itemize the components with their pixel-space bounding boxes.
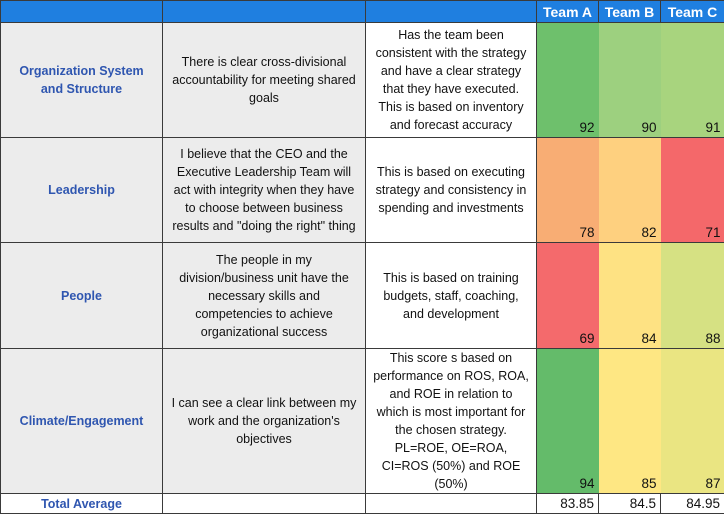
table-row: Leadership I believe that the CEO and th… [1,138,724,243]
score-cell-team-a[interactable]: 78 [537,138,599,243]
table-row: People The people in my division/busines… [1,243,724,349]
statement-cell[interactable]: I believe that the CEO and the Executive… [163,138,366,243]
score-cell-team-c[interactable]: 88 [661,243,724,349]
header-empty-category [1,1,163,23]
table-row: Organization System and Structure There … [1,23,724,138]
table-row: Climate/Engagement I can see a clear lin… [1,349,724,494]
total-team-b[interactable]: 84.5 [599,494,661,514]
score-cell-team-a[interactable]: 92 [537,23,599,138]
score-cell-team-c[interactable]: 87 [661,349,724,494]
header-empty-note [366,1,537,23]
score-cell-team-a[interactable]: 94 [537,349,599,494]
statement-cell[interactable]: I can see a clear link between my work a… [163,349,366,494]
score-value: 90 [641,120,656,135]
score-value: 85 [641,476,656,491]
total-empty-note [366,494,537,514]
category-cell[interactable]: People [1,243,163,349]
total-team-c[interactable]: 84.95 [661,494,724,514]
score-value: 94 [579,476,594,491]
score-value: 84 [641,331,656,346]
note-cell[interactable]: This is based on executing strategy and … [366,138,537,243]
note-cell[interactable]: This score s based on performance on ROS… [366,349,537,494]
score-value: 87 [705,476,720,491]
header-row: Team A Team B Team C [1,1,724,23]
category-cell[interactable]: Organization System and Structure [1,23,163,138]
score-cell-team-b[interactable]: 84 [599,243,661,349]
statement-cell[interactable]: The people in my division/business unit … [163,243,366,349]
score-cell-team-b[interactable]: 90 [599,23,661,138]
statement-cell[interactable]: There is clear cross-divisional accounta… [163,23,366,138]
total-team-a[interactable]: 83.85 [537,494,599,514]
total-row: Total Average 83.85 84.5 84.95 [1,494,724,514]
header-team-b[interactable]: Team B [599,1,661,23]
score-value: 92 [579,120,594,135]
note-cell[interactable]: This is based on training budgets, staff… [366,243,537,349]
total-average-label[interactable]: Total Average [1,494,163,514]
score-cell-team-b[interactable]: 85 [599,349,661,494]
score-value: 71 [705,225,720,240]
score-cell-team-c[interactable]: 91 [661,23,724,138]
score-value: 91 [705,120,720,135]
score-value: 78 [579,225,594,240]
score-value: 88 [705,331,720,346]
header-team-a[interactable]: Team A [537,1,599,23]
category-cell[interactable]: Leadership [1,138,163,243]
total-empty-statement [163,494,366,514]
score-value: 69 [579,331,594,346]
score-cell-team-c[interactable]: 71 [661,138,724,243]
score-cell-team-a[interactable]: 69 [537,243,599,349]
category-cell[interactable]: Climate/Engagement [1,349,163,494]
header-empty-statement [163,1,366,23]
header-team-c[interactable]: Team C [661,1,724,23]
score-value: 82 [641,225,656,240]
score-cell-team-b[interactable]: 82 [599,138,661,243]
note-cell[interactable]: Has the team been consistent with the st… [366,23,537,138]
